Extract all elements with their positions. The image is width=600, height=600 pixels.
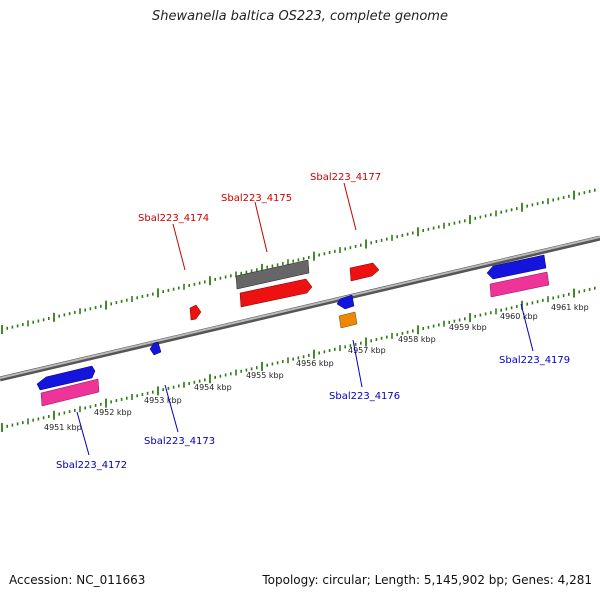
gene-4179[interactable] bbox=[486, 254, 550, 298]
leader-lines bbox=[76, 182, 534, 456]
gene-4179-blue-arrow[interactable] bbox=[486, 254, 547, 280]
lower-tick-track bbox=[1, 286, 596, 432]
kbp-label-4956: 4956 kbp bbox=[296, 359, 334, 368]
gene-label-4173[interactable]: Sbal223_4173 bbox=[144, 436, 215, 447]
gene-label-4176[interactable]: Sbal223_4176 bbox=[329, 391, 400, 402]
kbp-label-4953: 4953 kbp bbox=[144, 396, 182, 405]
gene-label-4174[interactable]: Sbal223_4174 bbox=[138, 213, 209, 224]
leader-4175 bbox=[254, 201, 268, 253]
gene-4172[interactable] bbox=[36, 365, 100, 407]
gene-4175-grey-bar[interactable] bbox=[235, 259, 310, 290]
gene-4172-pink-bar[interactable] bbox=[40, 378, 100, 407]
gene-4172-blue-arrow[interactable] bbox=[36, 365, 96, 391]
leader-4176 bbox=[352, 339, 363, 388]
kbp-label-4955: 4955 kbp bbox=[246, 371, 284, 380]
gene-4174-arrow[interactable] bbox=[189, 304, 202, 321]
kbp-label-4961: 4961 kbp bbox=[551, 303, 589, 312]
gene-4176-orange-box[interactable] bbox=[338, 311, 358, 329]
topology-text: Topology: circular; Length: 5,145,902 bp… bbox=[262, 573, 592, 587]
gene-4177-arrow[interactable] bbox=[349, 262, 380, 282]
kbp-label-4958: 4958 kbp bbox=[398, 335, 436, 344]
leader-4173 bbox=[164, 384, 179, 433]
genome-backbone-highlight bbox=[0, 236, 600, 379]
leader-4179 bbox=[520, 303, 534, 352]
gene-label-4175[interactable]: Sbal223_4175 bbox=[221, 193, 292, 204]
gene-4175-red-arrow[interactable] bbox=[239, 278, 313, 308]
kbp-label-4960: 4960 kbp bbox=[500, 312, 538, 321]
kbp-label-4954: 4954 kbp bbox=[194, 383, 232, 392]
leader-4172 bbox=[76, 411, 90, 456]
gene-label-4177[interactable]: Sbal223_4177 bbox=[310, 172, 381, 183]
kbp-labels: 4951 kbp 4952 kbp 4953 kbp 4954 kbp 4955… bbox=[44, 303, 589, 432]
kbp-label-4959: 4959 kbp bbox=[449, 323, 487, 332]
gene-4179-pink-bar[interactable] bbox=[489, 271, 550, 298]
accession-text: Accession: NC_011663 bbox=[9, 573, 146, 587]
gene-label-4172[interactable]: Sbal223_4172 bbox=[56, 460, 127, 471]
leader-4174 bbox=[172, 223, 186, 271]
genome-title: Shewanella baltica OS223, complete genom… bbox=[152, 9, 448, 24]
gene-label-4179[interactable]: Sbal223_4179 bbox=[499, 355, 570, 366]
gene-4173-arrow[interactable] bbox=[149, 341, 162, 356]
leader-4177 bbox=[343, 182, 357, 231]
upper-tick-track bbox=[1, 188, 596, 334]
kbp-label-4951: 4951 kbp bbox=[44, 423, 82, 432]
tick-tracks bbox=[1, 188, 596, 432]
kbp-label-4952: 4952 kbp bbox=[94, 408, 132, 417]
kbp-label-4957: 4957 kbp bbox=[348, 346, 386, 355]
gene-4176-arrow[interactable] bbox=[336, 294, 355, 310]
